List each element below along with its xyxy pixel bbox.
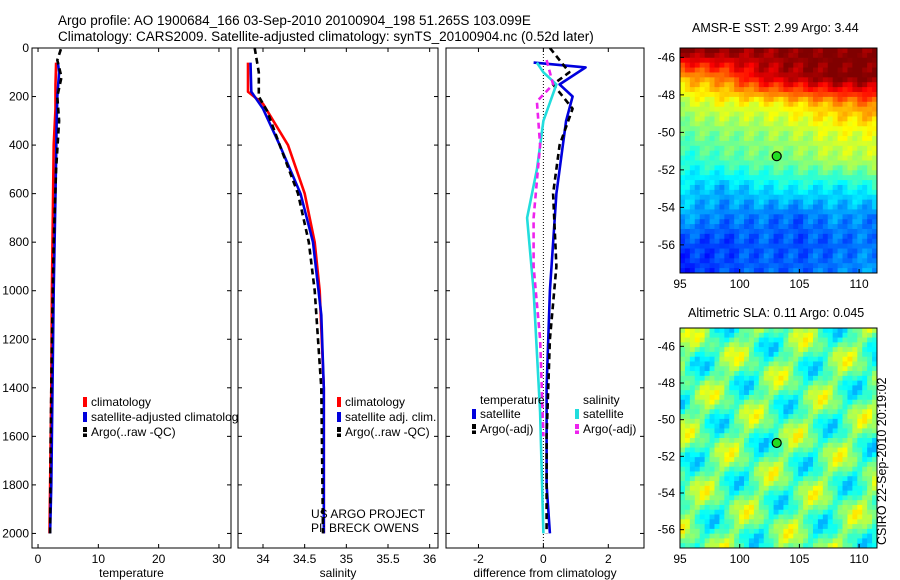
map-x-tick-label: 95	[673, 552, 687, 566]
sla-map-title: Altimetric SLA: 0.11 Argo: 0.045	[688, 306, 865, 320]
plot-frame	[31, 47, 232, 549]
x-tick-label: 34	[256, 552, 270, 566]
y-tick-label: 400	[9, 138, 29, 152]
legend-label: satellite adj. clim.	[345, 410, 436, 424]
legend-entry-d1-1: satellite	[472, 407, 521, 421]
legend-label: satellite	[480, 407, 521, 421]
map-y-tick-label: -46	[658, 50, 676, 64]
profiles-layer: 0 10 20 30temperature0200400600800100012001…	[2, 41, 645, 580]
x-axis-label: temperature	[99, 566, 164, 580]
y-tick-label: 1000	[2, 284, 29, 298]
legend-label: climatology	[91, 395, 151, 409]
figure-title-line1: Argo profile: AO 1900684_166 03-Sep-2010…	[58, 13, 531, 28]
map-y-tick-label: -48	[658, 88, 676, 102]
argo-position-marker	[771, 151, 782, 162]
series-line-2-2	[249, 62, 326, 534]
legend-entry-d2-2: Argo(-adj)	[575, 422, 636, 436]
legend-entry-t2: satellite-adjusted climatolog	[83, 410, 238, 424]
legend-entry-d1-2: Argo(-adj)	[472, 422, 533, 436]
y-tick-label: 200	[9, 90, 29, 104]
map-frame	[679, 327, 878, 549]
map-y-tick-label: -54	[658, 200, 676, 214]
legend-label: satellite	[583, 407, 624, 421]
legend-entry-t1: climatology	[83, 395, 151, 409]
map-y-tick-label: -52	[658, 449, 676, 463]
figure-title-line2: Climatology: CARS2009. Satellite-adjuste…	[58, 29, 594, 44]
map-x-tick-label: 110	[850, 277, 869, 291]
series-line-3-4	[532, 59, 555, 437]
legend-label: Argo(-adj)	[583, 422, 636, 436]
map-y-tick-label: -56	[658, 238, 676, 252]
legend-group-title: temperature	[480, 393, 545, 407]
series-line-3-2	[545, 48, 574, 534]
map-panel-1: 95 100 105 110 -46 -48 -50 -52 -54 -56	[658, 47, 878, 291]
project-label: US ARGO PROJECT	[311, 507, 426, 521]
map-y-tick-label: -54	[658, 486, 676, 500]
map-panel-2: 95 100 105 110 -46 -48 -50 -52 -54 -56	[658, 327, 878, 566]
x-tick-label: 36	[423, 552, 437, 566]
map-y-tick-label: -56	[658, 523, 676, 537]
argo-position-marker	[771, 437, 782, 449]
y-tick-label: 800	[9, 235, 29, 249]
x-tick-label: 0	[35, 552, 42, 566]
map-y-tick-label: -50	[658, 125, 676, 139]
maps-layer: 95 100 105 110 -46 -48 -50 -52 -54 -56 95 100 105 110…	[658, 47, 878, 566]
legend-group-title: salinity	[583, 393, 620, 407]
x-tick-label: 35.5	[376, 552, 400, 566]
series-line-1-3	[48, 48, 63, 534]
legend-label: climatology	[345, 395, 405, 409]
y-tick-label: 2000	[2, 526, 29, 540]
legend-label: Argo(..raw -QC)	[345, 425, 430, 439]
x-tick-label: 34.5	[293, 552, 317, 566]
x-axis-label: difference from climatology	[473, 566, 616, 580]
x-tick-label: 35	[340, 552, 354, 566]
legend-entry-s2: satellite adj. clim.	[337, 410, 436, 424]
y-tick-label: 0	[22, 41, 29, 55]
map-y-tick-label: -48	[658, 376, 676, 390]
map-x-tick-label: 105	[789, 277, 809, 291]
x-axis-label: salinity	[320, 566, 357, 580]
x-tick-label: 20	[152, 552, 166, 566]
map-y-tick-label: -52	[658, 163, 676, 177]
legend-entry-t3: Argo(..raw -QC)	[83, 425, 176, 439]
map-y-tick-label: -50	[658, 413, 676, 427]
legend-entry-s1: climatology	[337, 395, 405, 409]
x-tick-label: -2	[473, 552, 484, 566]
sst-map-title: AMSR-E SST: 2.99 Argo: 3.44	[692, 21, 859, 35]
legend-entry-d2-1: satellite	[575, 407, 624, 421]
map-x-tick-label: 105	[789, 552, 809, 566]
x-tick-label: 10	[92, 552, 106, 566]
map-x-tick-label: 95	[673, 277, 687, 291]
legend-label: Argo(..raw -QC)	[91, 425, 176, 439]
profile-panel-2: 34 34.5 35 35.5 36 salinity	[237, 47, 439, 580]
plot-frame	[445, 47, 645, 549]
x-tick-label: 30	[212, 552, 226, 566]
pi-label: PI: BRECK OWENS	[311, 521, 419, 535]
series-line-2-3	[253, 48, 325, 534]
legend-entry-s3: Argo(..raw -QC)	[337, 425, 430, 439]
map-x-tick-label: 100	[730, 552, 750, 566]
y-tick-label: 1800	[2, 478, 29, 492]
map-x-tick-label: 100	[730, 277, 750, 291]
map-frame	[679, 47, 878, 274]
y-tick-label: 600	[9, 187, 29, 201]
legend-label: Argo(-adj)	[480, 422, 533, 436]
plot-frame	[237, 47, 439, 549]
x-tick-label: 0	[540, 552, 547, 566]
y-tick-label: 1400	[2, 381, 29, 395]
y-tick-label: 1600	[2, 429, 29, 443]
series-line-3-3	[525, 61, 558, 534]
map-x-tick-label: 110	[850, 552, 869, 566]
profile-panel-1: 0 10 20 30 temperature 0 200 400 600 800 1000 1200 1…	[2, 41, 232, 580]
y-tick-label: 1200	[2, 332, 29, 346]
map-y-tick-label: -46	[658, 339, 676, 353]
legend-label: satellite-adjusted climatolog	[91, 410, 238, 424]
x-tick-label: 2	[605, 552, 612, 566]
